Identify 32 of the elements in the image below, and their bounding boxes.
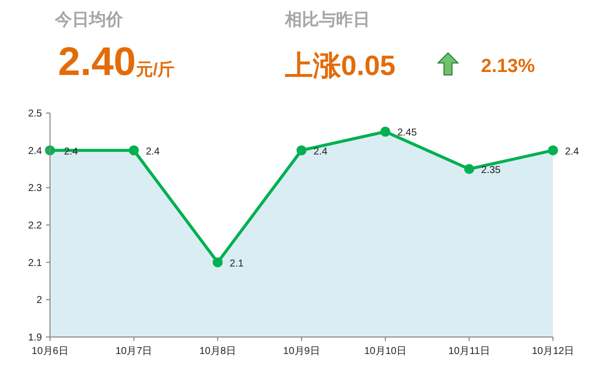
x-tick-label: 10月6日	[32, 346, 68, 357]
chart-subtitle: 相比与昨日	[284, 10, 370, 29]
text: 元/斤	[135, 60, 175, 79]
y-tick-label: 2.1	[28, 258, 42, 269]
point	[128, 145, 139, 156]
x-tick-label: 10月8日	[199, 346, 236, 357]
data-label: 2.1	[230, 258, 244, 270]
data-label: 2.35	[481, 165, 502, 176]
data-label: 2.45	[397, 128, 418, 139]
y-tick-label: 2.5	[28, 108, 42, 120]
data-label: 2.4	[146, 146, 160, 158]
y-tick-label: 2.4	[28, 146, 42, 157]
x-tick-label: 10月11日	[448, 346, 490, 357]
data-label: 2.4	[565, 146, 580, 158]
y-tick-label: 2.3	[28, 183, 42, 194]
point	[212, 257, 223, 268]
chart-title: 今日均价	[54, 10, 124, 29]
text: 2.40	[58, 40, 136, 84]
point	[548, 145, 558, 156]
point	[380, 126, 390, 137]
x-tick-label: 10月7日	[115, 346, 152, 357]
point	[296, 145, 306, 156]
x-tick-label: 10月9日	[283, 346, 320, 357]
point	[464, 164, 474, 174]
x-tick-label: 10月12日	[532, 346, 574, 357]
data-label: 2.4	[314, 146, 328, 158]
text: 2.13%	[481, 56, 535, 77]
y-tick-label: 2.2	[28, 220, 42, 232]
x-tick-label: 10月10日	[364, 346, 406, 357]
y-tick-label: 2	[36, 295, 42, 306]
y-tick-label: 1.9	[28, 332, 42, 344]
text: 上涨0.05	[284, 50, 396, 81]
